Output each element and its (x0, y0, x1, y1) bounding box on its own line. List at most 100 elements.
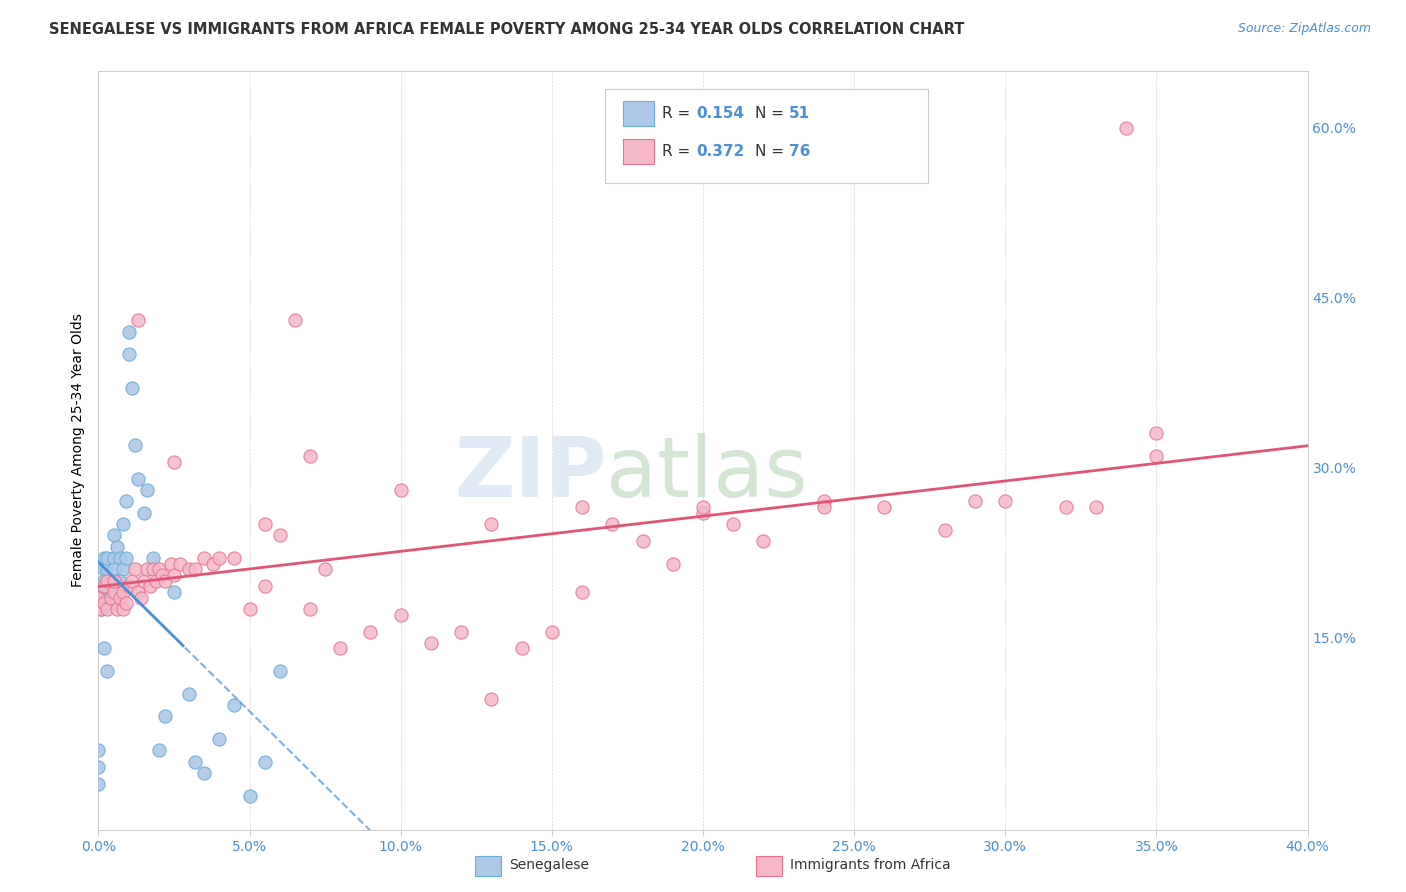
Point (202, 557, 225, 571)
Point (90, 591, 112, 605)
Point (602, 516, 624, 531)
Point (108, 591, 131, 605)
Point (184, 755, 207, 769)
Point (121, 574, 143, 588)
Point (103, 596, 125, 610)
Point (96, 574, 118, 588)
Point (127, 313, 149, 327)
Point (90, 602, 112, 616)
Point (108, 574, 131, 588)
Point (103, 551, 125, 566)
Point (153, 709, 176, 723)
Point (96, 579, 118, 593)
Text: Source: ZipAtlas.com: Source: ZipAtlas.com (1237, 22, 1371, 36)
Point (118, 347, 141, 361)
Point (360, 624, 382, 639)
Point (114, 551, 136, 566)
Point (150, 568, 173, 582)
Point (127, 472, 149, 486)
Point (160, 557, 183, 571)
Point (571, 585, 593, 599)
Point (224, 551, 246, 566)
Point (93, 579, 115, 593)
Point (269, 528, 291, 542)
Point (329, 641, 352, 656)
Text: Senegalese: Senegalese (509, 858, 589, 872)
Point (169, 557, 191, 571)
Point (142, 562, 165, 576)
Point (994, 494, 1017, 508)
Point (253, 755, 276, 769)
Point (124, 438, 146, 452)
Point (284, 313, 307, 327)
Point (153, 574, 176, 588)
Point (934, 523, 956, 537)
Point (193, 551, 215, 566)
Point (208, 732, 231, 747)
Point (179, 687, 201, 701)
Point (163, 455, 186, 469)
Point (96, 602, 118, 616)
Text: 0.154: 0.154 (696, 106, 744, 120)
Point (127, 585, 149, 599)
Point (93, 551, 115, 566)
Point (93, 585, 115, 599)
Point (129, 591, 152, 605)
Point (135, 483, 157, 497)
Point (239, 789, 262, 803)
Point (111, 585, 134, 599)
Point (631, 533, 654, 548)
Point (96, 562, 118, 576)
Point (87, 743, 110, 757)
Point (103, 528, 125, 542)
Point (481, 516, 503, 531)
Text: N =: N = (755, 145, 789, 159)
Point (111, 602, 134, 616)
Point (100, 596, 122, 610)
Point (90, 602, 112, 616)
Point (163, 585, 186, 599)
Point (1054, 500, 1077, 514)
Point (1085, 500, 1108, 514)
Point (661, 557, 683, 571)
Point (145, 574, 167, 588)
Text: SENEGALESE VS IMMIGRANTS FROM AFRICA FEMALE POVERTY AMONG 25-34 YEAR OLDS CORREL: SENEGALESE VS IMMIGRANTS FROM AFRICA FEM… (49, 22, 965, 37)
Point (103, 574, 125, 588)
Text: N =: N = (755, 106, 789, 120)
Point (93, 574, 115, 588)
Text: R =: R = (662, 145, 696, 159)
Point (135, 562, 157, 576)
Point (571, 500, 593, 514)
Point (208, 551, 231, 566)
Point (111, 516, 134, 531)
Point (692, 506, 714, 520)
Point (450, 624, 472, 639)
Text: Immigrants from Africa: Immigrants from Africa (790, 858, 950, 872)
Point (96, 664, 118, 678)
Point (389, 607, 412, 622)
Point (1144, 426, 1167, 441)
Point (118, 325, 141, 339)
Point (299, 602, 322, 616)
Point (103, 585, 125, 599)
Point (481, 692, 503, 706)
Point (1144, 449, 1167, 463)
Point (121, 381, 143, 395)
Point (420, 636, 443, 650)
Point (105, 540, 128, 554)
Point (510, 641, 533, 656)
Point (965, 494, 987, 508)
Point (299, 449, 322, 463)
Point (132, 574, 155, 588)
Point (813, 494, 835, 508)
Y-axis label: Female Poverty Among 25-34 Year Olds: Female Poverty Among 25-34 Year Olds (70, 313, 84, 588)
Point (114, 494, 136, 508)
Point (253, 579, 276, 593)
Point (1115, 120, 1137, 135)
Point (193, 766, 215, 780)
Point (108, 585, 131, 599)
Point (105, 574, 128, 588)
Point (224, 698, 246, 712)
Text: 76: 76 (789, 145, 810, 159)
Point (179, 562, 201, 576)
